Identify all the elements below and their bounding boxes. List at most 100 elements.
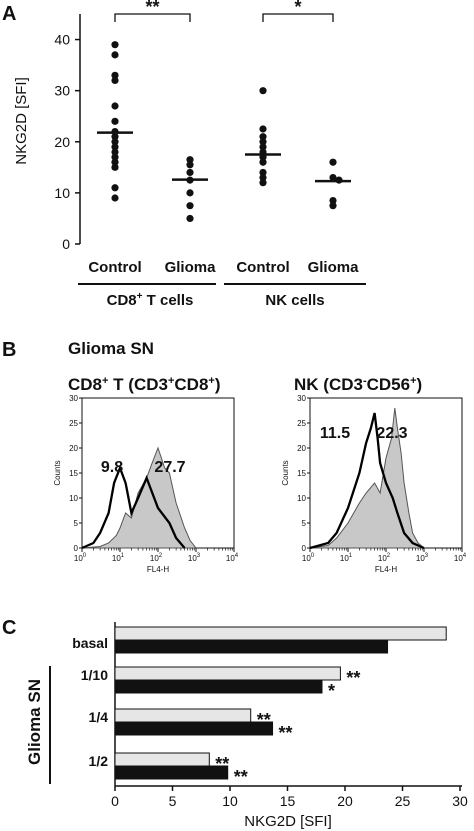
panel-b-right-title: NK (CD3-CD56+) bbox=[294, 375, 422, 394]
panel-b-left-value-a: 9.8 bbox=[101, 459, 123, 476]
flow-xtick-label: 104 bbox=[226, 553, 239, 563]
panel-a-ytick-label: 40 bbox=[54, 32, 70, 48]
panel-a-sig-bracket bbox=[262, 13, 334, 22]
panel-c-cat-1-4: 1/4 bbox=[89, 709, 109, 725]
flow-xtick-label: 100 bbox=[302, 553, 315, 563]
panel-a-ytick-label: 0 bbox=[62, 236, 70, 252]
panel-c-xtick-label: 30 bbox=[452, 793, 468, 809]
panel-b-letter: B bbox=[2, 339, 16, 361]
panel-c-xtick-label: 20 bbox=[337, 793, 353, 809]
flow-ytick-label: 20 bbox=[69, 444, 78, 453]
panel-c-xlabel: NKG2D [SFI] bbox=[244, 813, 332, 830]
flow-xtick-label: 102 bbox=[378, 553, 391, 563]
panel-c-bar-dark bbox=[114, 765, 229, 780]
flow-open-histogram bbox=[309, 412, 425, 550]
flow-filled-histogram bbox=[309, 407, 426, 549]
flow-xlabel: FL4-H bbox=[147, 565, 169, 574]
panel-b-left-value-b: 27.7 bbox=[154, 459, 185, 476]
panel-c-vertical-label: Glioma SN bbox=[25, 679, 44, 765]
panel-c-sig-label: ** bbox=[257, 710, 271, 730]
panel-a-data-point bbox=[186, 202, 194, 210]
flow-ytick-label: 30 bbox=[69, 394, 78, 403]
panel-c-xtick-label: 10 bbox=[222, 793, 238, 809]
panel-c-sig-label: ** bbox=[279, 723, 293, 743]
panel-b-left-title: CD8+ T (CD3+CD8+) bbox=[68, 375, 221, 394]
panel-b-right-value-a: 11.5 bbox=[320, 425, 350, 442]
panel-a-data-point bbox=[329, 158, 337, 166]
panel-a-sig-label: ** bbox=[145, 0, 159, 17]
flow-ytick-label: 0 bbox=[302, 544, 307, 553]
panel-a-data-point bbox=[111, 138, 119, 146]
panel-c-bar-light bbox=[114, 626, 447, 641]
panel-a-data-point bbox=[329, 196, 337, 205]
panel-a-data-point bbox=[186, 189, 194, 197]
flow-ytick-label: 25 bbox=[69, 419, 78, 428]
panel-c-cat-1-2: 1/2 bbox=[89, 753, 109, 769]
panel-a-sig-label: * bbox=[294, 0, 301, 17]
panel-c-xtick-label: 5 bbox=[169, 793, 177, 809]
panel-a-data-point bbox=[111, 76, 119, 85]
flow-ytick-label: 15 bbox=[69, 469, 78, 478]
panel-c-bar-light bbox=[114, 708, 252, 723]
panel-a-data-point bbox=[111, 51, 119, 59]
flow-xtick-label: 103 bbox=[416, 553, 429, 563]
panel-a-data-point bbox=[111, 158, 119, 166]
panel-c-sig-label: ** bbox=[346, 668, 360, 688]
flow-ytick-label: 25 bbox=[297, 419, 306, 428]
panel-a-ytick-label: 20 bbox=[54, 134, 70, 150]
flow-xlabel: FL4-H bbox=[375, 565, 397, 574]
panel-c-bar-light bbox=[114, 666, 341, 681]
panel-a-data-point bbox=[259, 158, 267, 166]
panel-a-sig-bracket bbox=[114, 13, 191, 22]
panel-a-data-point bbox=[111, 41, 119, 49]
panel-a-data-point bbox=[111, 117, 119, 125]
panel-a-data-point bbox=[111, 148, 119, 156]
panel-c-cat-basal: basal bbox=[72, 635, 108, 651]
panel-b-right-value-b: 22.3 bbox=[376, 425, 407, 442]
flow-ytick-label: 5 bbox=[74, 519, 79, 528]
panel-a-data-point bbox=[186, 161, 194, 169]
panel-c-bar-dark bbox=[114, 679, 323, 694]
panel-b-left-histogram: 0 5 10 15 20 25 30 100 101 102 103 104 FL4-H Counts bbox=[53, 394, 239, 574]
flow-xtick-label: 100 bbox=[74, 553, 87, 563]
panel-a-cat-glioma-nk: Glioma bbox=[308, 259, 360, 276]
panel-a-data-point bbox=[111, 133, 119, 141]
panel-a-data-point bbox=[111, 102, 119, 110]
panel-c-sig-label: ** bbox=[234, 767, 248, 787]
panel-a-group-nk: NK cells bbox=[265, 292, 324, 309]
panel-a-data-point bbox=[259, 173, 267, 182]
panel-c-bar-dark bbox=[114, 721, 274, 736]
panel-c-letter: C bbox=[2, 617, 16, 639]
panel-c-bar-light bbox=[114, 752, 210, 767]
panel-a-data-point bbox=[186, 156, 194, 164]
flow-ylabel: Counts bbox=[53, 460, 62, 485]
panel-a-cat-glioma-cd8: Glioma bbox=[165, 259, 217, 276]
panel-b-right-histogram: 0 5 10 15 20 25 30 100 101 102 103 104 FL4-H Counts bbox=[281, 394, 467, 574]
flow-ytick-label: 20 bbox=[297, 444, 306, 453]
flow-open-histogram bbox=[81, 464, 186, 550]
panel-a-data-point bbox=[259, 179, 267, 187]
panel-a-data-point bbox=[329, 173, 337, 182]
panel-a-data-point bbox=[111, 163, 119, 171]
panel-a-data-point bbox=[186, 214, 194, 223]
panel-a-data-point bbox=[186, 168, 194, 177]
panel-c-sig-label: ** bbox=[215, 754, 229, 774]
flow-ylabel: Counts bbox=[281, 460, 290, 485]
panel-a-data-point bbox=[111, 184, 119, 192]
panel-a-cat-control-nk: Control bbox=[236, 259, 289, 276]
panel-c-sig-label: * bbox=[328, 681, 335, 701]
flow-xtick-label: 101 bbox=[112, 553, 125, 563]
panel-a-data-point bbox=[259, 133, 267, 141]
panel-a-ytick-label: 30 bbox=[54, 83, 70, 99]
panel-a-data-point bbox=[259, 138, 267, 146]
panel-a-ytick-label: 10 bbox=[54, 185, 70, 201]
panel-c-hbar: 0 5 10 15 20 25 30 *********** bbox=[111, 622, 468, 809]
panel-a-data-point bbox=[111, 71, 119, 79]
panel-a-data-point bbox=[259, 125, 267, 133]
flow-ytick-label: 5 bbox=[302, 519, 307, 528]
panel-c-xtick-label: 15 bbox=[280, 793, 296, 809]
panel-a-ylabel: NKG2D [SFI] bbox=[13, 77, 30, 165]
panel-a-data-point bbox=[329, 202, 337, 210]
